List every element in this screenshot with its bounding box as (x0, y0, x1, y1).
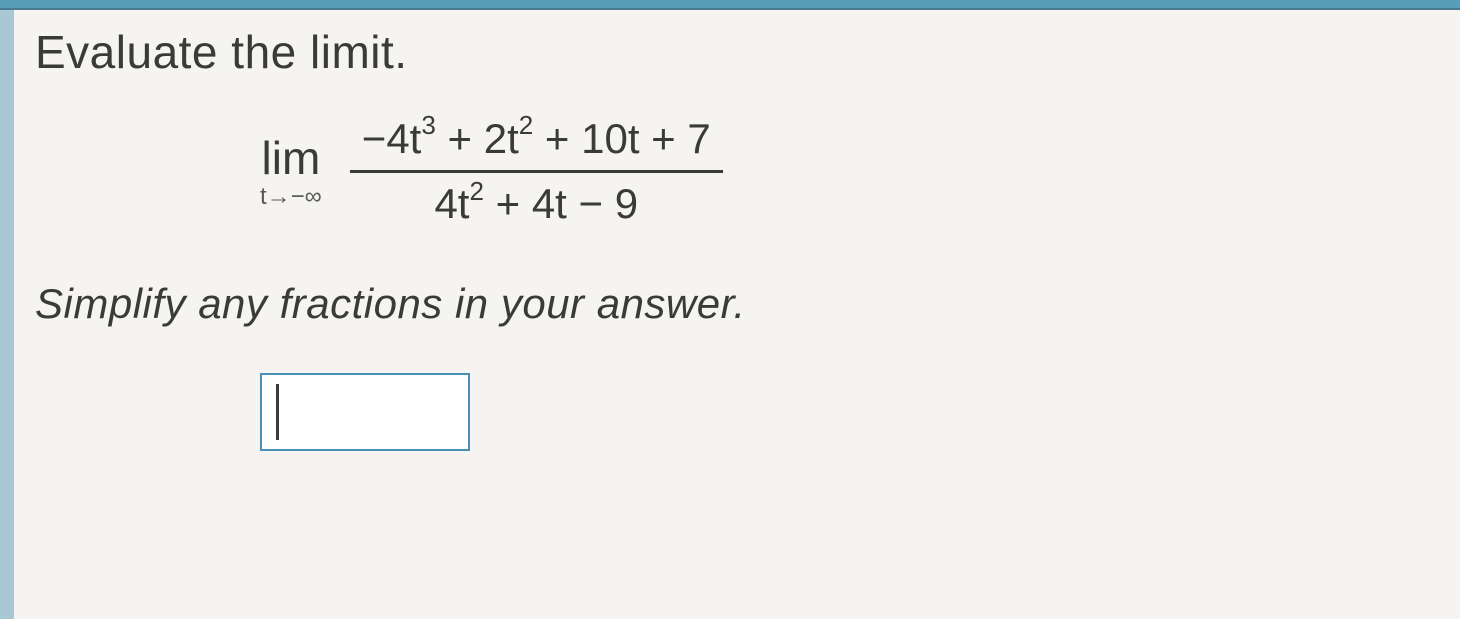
fraction: −4t3 + 2t2 + 10t + 7 4t2 + 4t − 9 (350, 114, 723, 230)
answer-input[interactable] (260, 373, 470, 451)
window-top-border (0, 0, 1460, 10)
question-hint: Simplify any fractions in your answer. (35, 280, 1430, 328)
answer-area (260, 373, 1430, 451)
denominator: 4t2 + 4t − 9 (422, 173, 650, 229)
limit-expression: lim t→−∞ −4t3 + 2t2 + 10t + 7 4t2 + 4t −… (260, 114, 1430, 230)
numerator: −4t3 + 2t2 + 10t + 7 (350, 114, 723, 170)
lim-approach: t→−∞ (260, 185, 322, 209)
text-cursor (276, 384, 279, 440)
lim-label: lim (262, 135, 321, 181)
window-left-accent (0, 10, 14, 619)
lim-block: lim t→−∞ (260, 135, 322, 209)
question-content: Evaluate the limit. lim t→−∞ −4t3 + 2t2 … (35, 25, 1430, 451)
question-prompt: Evaluate the limit. (35, 25, 1430, 79)
